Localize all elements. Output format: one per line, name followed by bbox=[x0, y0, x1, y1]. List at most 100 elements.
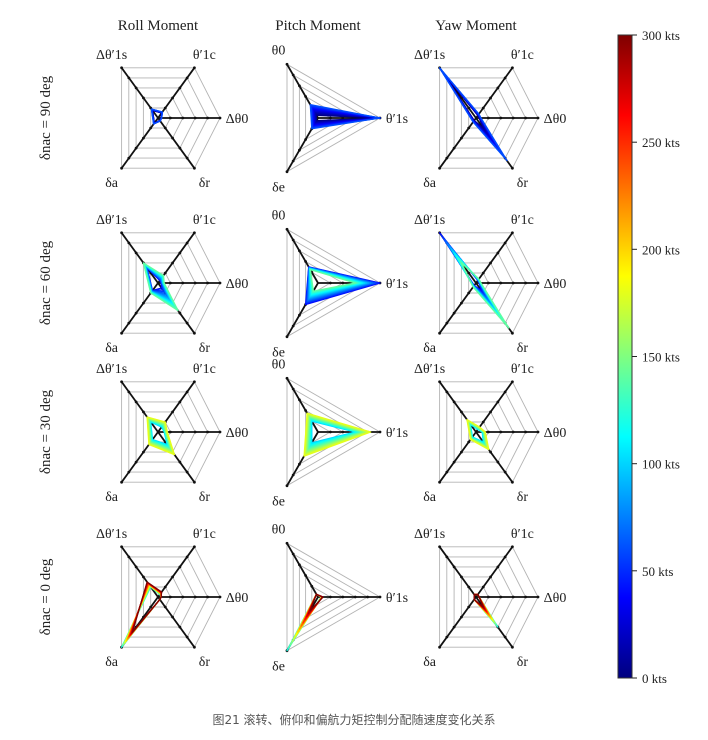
speed-polygon bbox=[309, 103, 381, 130]
radar-grid-ring bbox=[460, 576, 502, 618]
radar-tick bbox=[134, 311, 138, 315]
radar-tick bbox=[171, 575, 175, 579]
radar-tick bbox=[511, 231, 514, 235]
radar-tick bbox=[298, 148, 301, 152]
radar-tick bbox=[536, 281, 540, 285]
radar-grid-ring bbox=[311, 585, 332, 609]
axis-label: δa bbox=[105, 176, 119, 191]
radar-spoke bbox=[157, 67, 196, 119]
radar-tick bbox=[134, 460, 138, 464]
axis-label: δa bbox=[423, 490, 437, 505]
radar-panel: θ0 θ′1s δe bbox=[272, 523, 408, 675]
radar-tick bbox=[142, 301, 145, 305]
radar-tick bbox=[142, 410, 145, 414]
radar-tick bbox=[193, 380, 196, 384]
speed-polygon bbox=[131, 581, 163, 633]
colorbar-tick-label: 250 kts bbox=[642, 135, 680, 150]
axis-label: θ′1c bbox=[511, 48, 534, 63]
radar-grid-ring bbox=[298, 85, 357, 151]
radar-tick bbox=[353, 595, 357, 599]
radar-tick bbox=[120, 331, 123, 335]
axis-label: Δθ0 bbox=[226, 591, 249, 606]
speed-polygon bbox=[438, 67, 508, 162]
colorbar-ticks: 0 kts 50 kts 100 kts 150 kts 200 kts 250 kts 3… bbox=[632, 28, 680, 686]
speed-polygon bbox=[466, 418, 490, 451]
radar-tick bbox=[218, 595, 222, 599]
radar-grid-ring bbox=[128, 556, 209, 638]
radar-tick bbox=[218, 116, 222, 120]
radar-panel: θ′1c Δθ0 δr δa Δθ′1s bbox=[414, 362, 566, 505]
radar-tick bbox=[445, 635, 449, 639]
axis-label: δa bbox=[105, 490, 119, 505]
radar-tick bbox=[120, 66, 123, 70]
radar-spoke bbox=[157, 431, 196, 483]
radar-tick bbox=[142, 450, 145, 454]
radar-grid-ring bbox=[121, 546, 221, 648]
radar-tick bbox=[460, 615, 463, 619]
radar-tick bbox=[193, 545, 196, 549]
radar-tick bbox=[134, 146, 138, 150]
axis-label: δa bbox=[423, 655, 437, 670]
axis-label: θ′1s bbox=[386, 591, 408, 606]
radar-tick bbox=[524, 595, 527, 599]
radar-tick bbox=[511, 66, 514, 70]
radar-tick bbox=[452, 565, 456, 569]
radar-tick bbox=[298, 462, 301, 466]
radar-tick bbox=[185, 156, 189, 160]
radar-grid-ring bbox=[446, 391, 527, 473]
axis-label: θ′1c bbox=[511, 362, 534, 377]
radar-spoke bbox=[438, 596, 477, 648]
radar-tick bbox=[218, 281, 222, 285]
axis-label: δr bbox=[517, 341, 529, 356]
radar-spoke bbox=[120, 232, 159, 284]
radar-grid-ring bbox=[128, 391, 209, 473]
radar-tick bbox=[134, 86, 138, 90]
row-label-30: δnac = 30 deg bbox=[38, 389, 54, 474]
axis-label: Δθ0 bbox=[544, 426, 567, 441]
radar-tick bbox=[285, 484, 289, 488]
radar-grid-ring bbox=[446, 556, 527, 638]
radar-tick bbox=[445, 470, 449, 474]
radar-tick bbox=[503, 76, 507, 80]
radar-tick bbox=[142, 136, 145, 140]
radar-grid-ring bbox=[460, 411, 502, 453]
radar-tick bbox=[163, 126, 167, 130]
radar-tick bbox=[499, 281, 503, 285]
radar-tick bbox=[341, 281, 345, 285]
radar-grid-ring bbox=[135, 566, 196, 628]
radar-spoke bbox=[286, 228, 319, 284]
radar-panel: θ0 θ′1s δe bbox=[272, 358, 408, 510]
radar-tick bbox=[487, 281, 490, 285]
radar-tick bbox=[185, 470, 189, 474]
radar-tick bbox=[193, 331, 196, 335]
radar-tick bbox=[120, 545, 123, 549]
radar-tick bbox=[127, 470, 131, 474]
radar-spoke bbox=[286, 542, 319, 598]
radar-tick bbox=[460, 301, 463, 305]
radar-tick bbox=[193, 430, 197, 434]
speed-polygon bbox=[142, 262, 179, 312]
radar-grid-ring bbox=[439, 67, 539, 169]
radar-tick bbox=[511, 116, 515, 120]
radar-grid-ring bbox=[460, 97, 502, 139]
radar-tick bbox=[193, 116, 197, 120]
radar-tick bbox=[298, 313, 301, 317]
radar-tick bbox=[193, 66, 196, 70]
radar-panel: θ′1c Δθ0 δr δa Δθ′1s bbox=[96, 48, 248, 191]
radar-tick bbox=[481, 271, 485, 275]
radar-grid-ring bbox=[446, 242, 527, 324]
radar-tick bbox=[206, 430, 210, 434]
colorbar-tick-label: 150 kts bbox=[642, 350, 680, 365]
radar-tick bbox=[536, 116, 540, 120]
axis-label: θ′1s bbox=[386, 426, 408, 441]
radar-tick bbox=[304, 409, 307, 412]
radar-grid-ring bbox=[292, 388, 369, 476]
radar-tick bbox=[206, 595, 210, 599]
radar-tick bbox=[511, 645, 514, 649]
radar-grid-ring bbox=[128, 242, 209, 324]
radar-tick bbox=[185, 321, 189, 325]
speed-polygon bbox=[303, 412, 372, 457]
radar-panel: θ0 θ′1s δe bbox=[272, 44, 408, 196]
radar-tick bbox=[489, 96, 492, 100]
radar-tick bbox=[181, 430, 185, 434]
